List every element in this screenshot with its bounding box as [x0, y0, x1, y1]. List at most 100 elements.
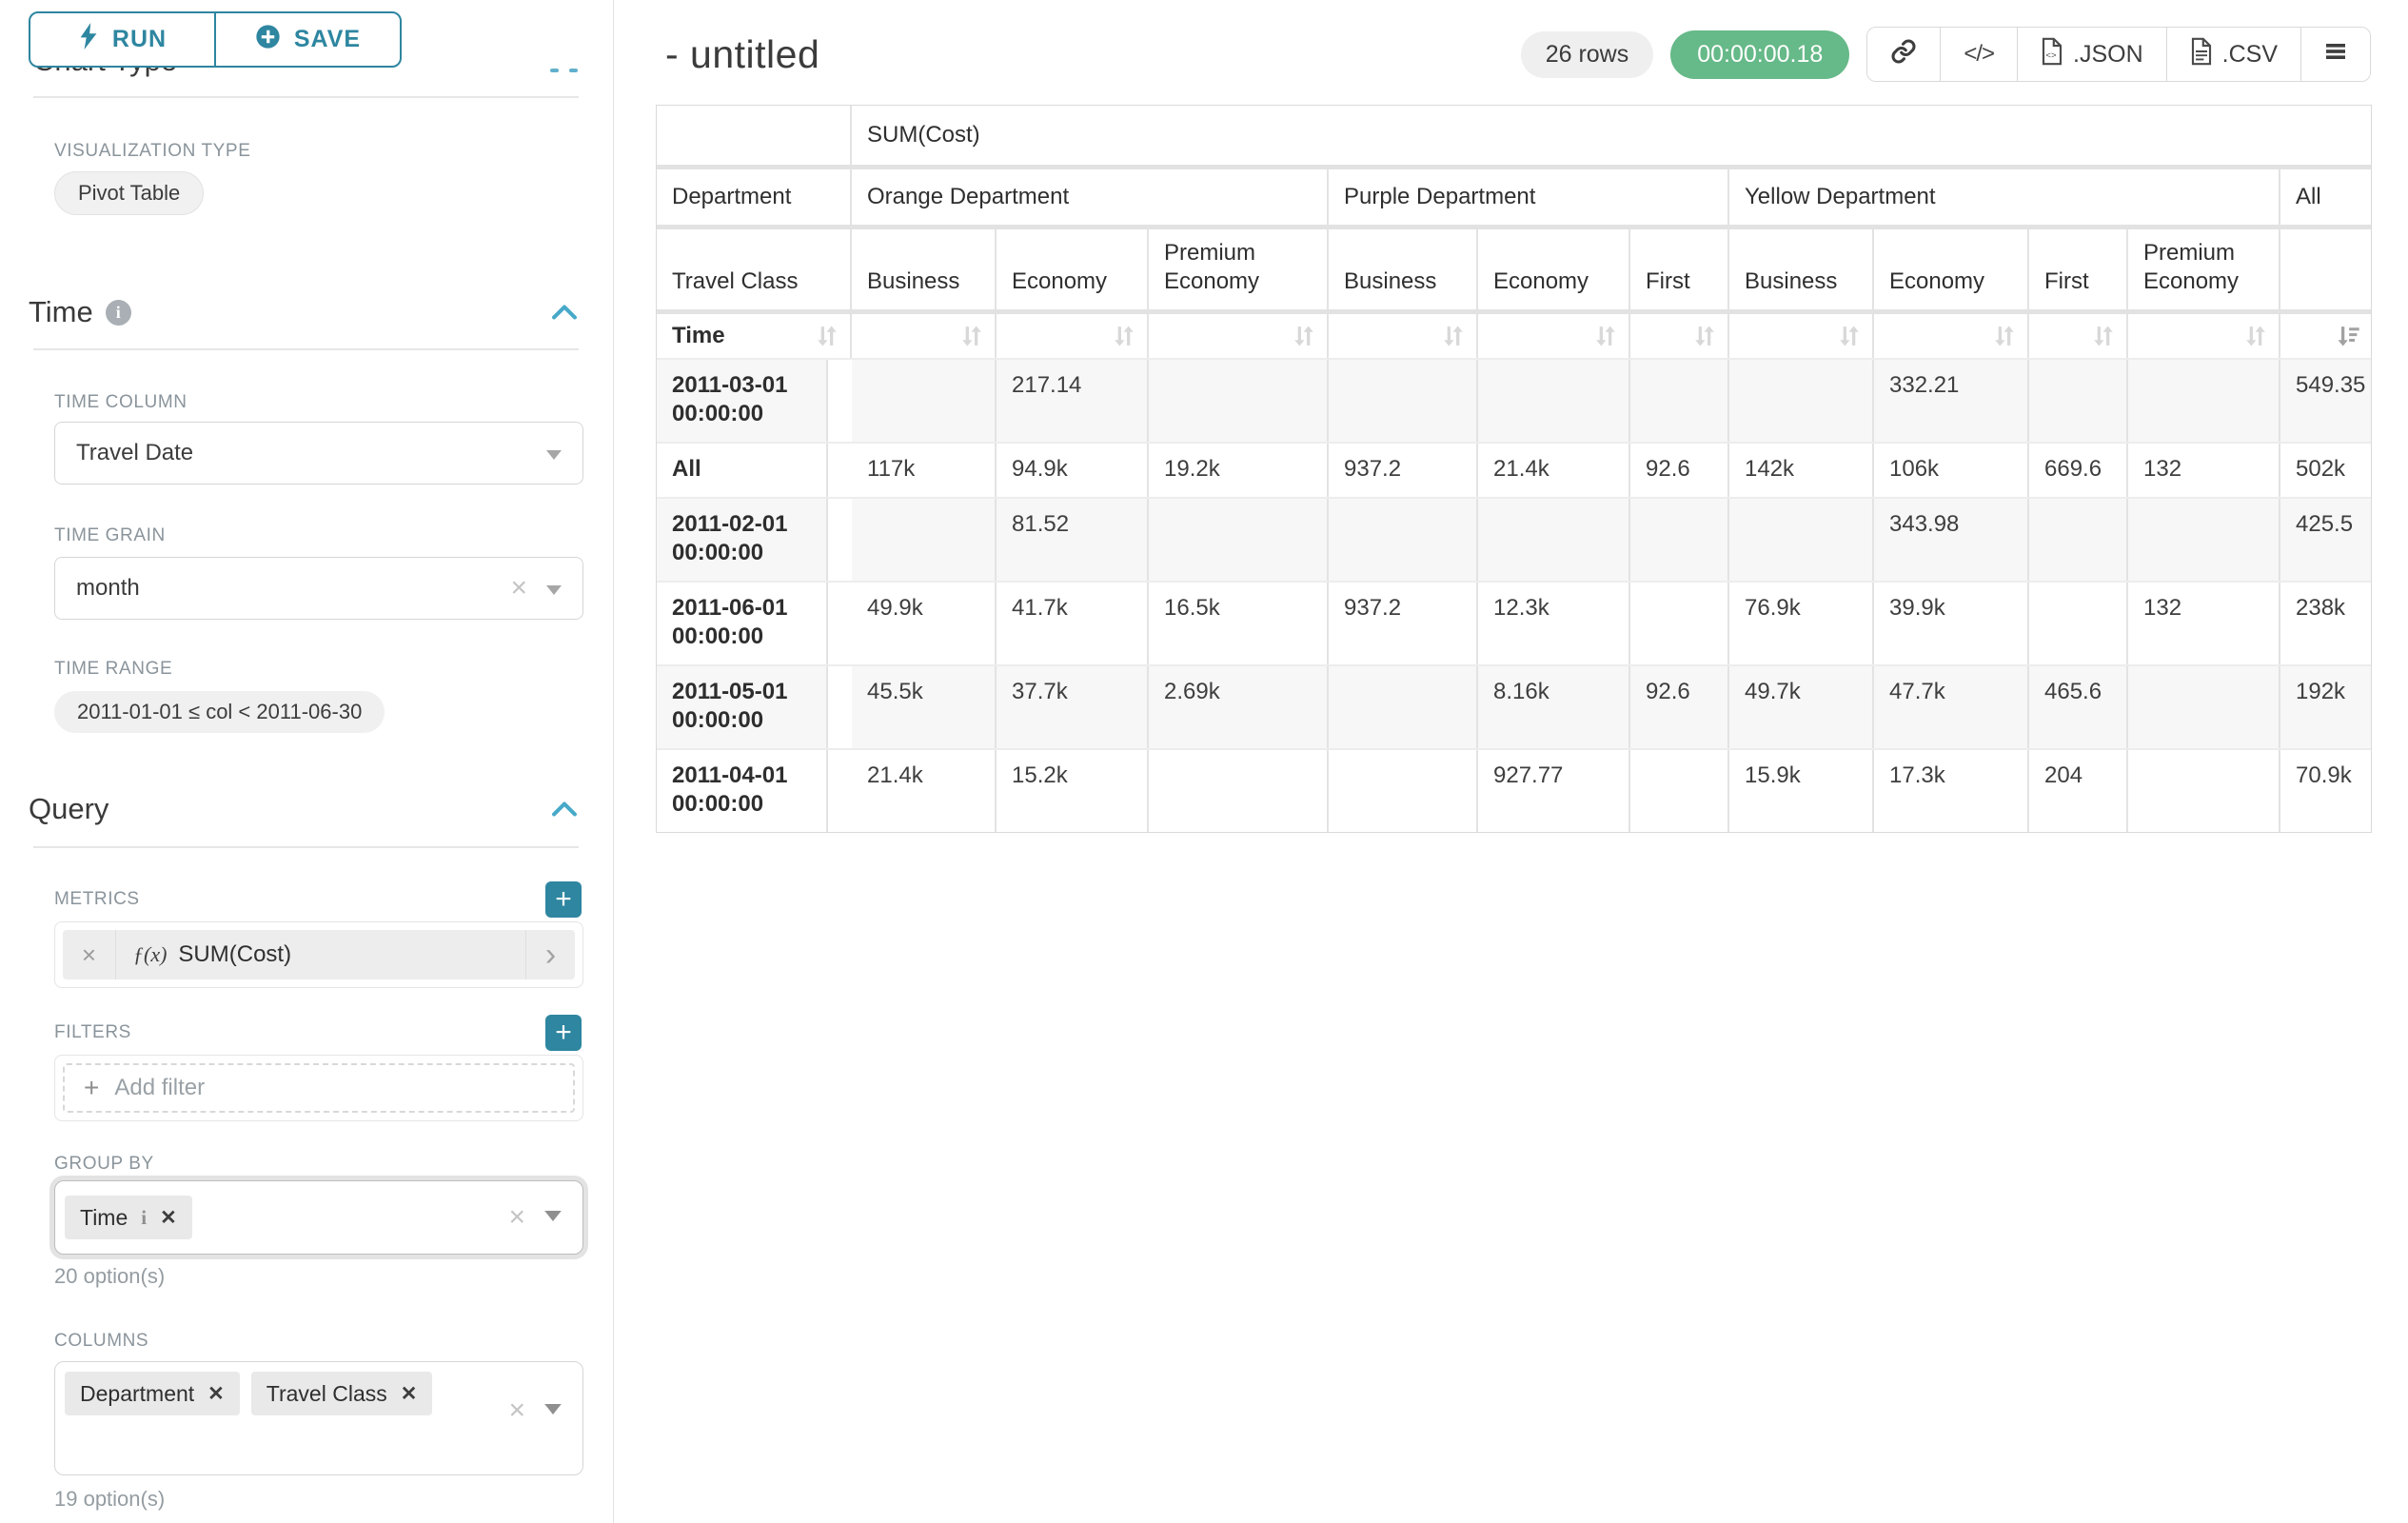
metrics-label: METRICS — [54, 889, 140, 909]
chart-title[interactable]: - untitled — [665, 31, 820, 76]
travel-class-header[interactable]: Premium Economy — [2128, 229, 2280, 309]
value-cell: 204 — [2029, 750, 2128, 832]
caret-down-icon[interactable] — [544, 1209, 562, 1226]
add-filter-button[interactable]: + Add filter — [63, 1063, 575, 1113]
column-sort-header[interactable] — [1478, 314, 1630, 358]
metric-header-cell: SUM(Cost) — [852, 106, 2371, 165]
clear-icon[interactable]: × — [510, 572, 527, 603]
all-column-sort-header[interactable] — [2280, 314, 2371, 358]
travel-class-header[interactable]: Premium Economy — [1149, 229, 1329, 309]
export-json-button[interactable]: <> .JSON — [2017, 28, 2166, 81]
row-label-cell: 2011-04-01 00:00:00 — [657, 750, 828, 832]
value-cell: 17.3k — [1874, 750, 2029, 832]
group-by-option-count: 20 option(s) — [54, 1264, 166, 1288]
info-icon: i — [141, 1205, 148, 1229]
time-grain-value: month — [76, 575, 140, 601]
remove-chip-icon[interactable]: ✕ — [400, 1382, 418, 1405]
sort-icon — [1995, 326, 2014, 346]
value-cell: 45.5k — [852, 666, 997, 748]
column-sort-header[interactable] — [2029, 314, 2128, 358]
value-cell: 927.77 — [1478, 750, 1630, 832]
travel-class-header[interactable] — [2280, 229, 2371, 309]
department-group-header[interactable]: Orange Department — [852, 169, 1329, 225]
travel-class-header[interactable]: Economy — [1874, 229, 2029, 309]
chip-label: Time — [80, 1204, 128, 1230]
sort-desc-icon — [2338, 326, 2359, 346]
remove-chip-icon[interactable]: ✕ — [207, 1382, 225, 1405]
value-cell: 465.6 — [2029, 666, 2128, 748]
column-sort-header[interactable] — [1729, 314, 1874, 358]
chevron-right-icon[interactable]: › — [525, 930, 575, 979]
clear-icon[interactable]: × — [508, 1394, 525, 1426]
export-csv-button[interactable]: .CSV — [2165, 28, 2300, 81]
columns-chip[interactable]: Department ✕ — [65, 1372, 240, 1415]
caret-down-icon[interactable] — [546, 440, 562, 466]
value-cell: 76.9k — [1729, 583, 1874, 664]
sort-icon — [1695, 326, 1714, 346]
menu-button[interactable] — [2300, 28, 2370, 81]
value-cell: 8.16k — [1478, 666, 1630, 748]
remove-metric-icon[interactable]: × — [63, 930, 116, 979]
sort-icon — [1294, 326, 1313, 346]
value-cell — [1149, 750, 1329, 832]
value-cell — [2029, 499, 2128, 581]
travel-class-header[interactable]: First — [1630, 229, 1729, 309]
value-cell: 106k — [1874, 444, 2029, 497]
group-by-select[interactable]: Time i ✕ × — [54, 1180, 583, 1255]
column-sort-header[interactable] — [997, 314, 1149, 358]
department-group-header[interactable]: All — [2280, 169, 2371, 225]
travel-class-header[interactable]: Business — [852, 229, 997, 309]
time-column-select[interactable]: Travel Date — [54, 422, 583, 485]
value-cell: 502k — [2280, 444, 2371, 497]
remove-chip-icon[interactable]: ✕ — [160, 1206, 177, 1229]
value-cell: 47.7k — [1874, 666, 2029, 748]
view-query-button[interactable]: </> — [1940, 28, 2018, 81]
visualization-type-pill[interactable]: Pivot Table — [54, 171, 205, 215]
value-cell: 132 — [2128, 583, 2280, 664]
clear-icon[interactable]: × — [508, 1201, 525, 1233]
chip-label: Travel Class — [266, 1380, 387, 1406]
value-cell — [1149, 499, 1329, 581]
department-group-header[interactable]: Yellow Department — [1729, 169, 2280, 225]
corner-cell — [657, 106, 852, 165]
query-timer-badge: 00:00:00.18 — [1670, 30, 1850, 79]
value-cell: 16.5k — [1149, 583, 1329, 664]
pivot-row: 2011-05-01 00:00:00 45.5k 37.7k 2.69k 8.16k 9… — [657, 664, 2371, 748]
column-sort-header[interactable] — [1329, 314, 1478, 358]
time-grain-select[interactable]: month × — [54, 557, 583, 620]
run-button[interactable]: RUN — [29, 11, 216, 68]
filters-label: FILTERS — [54, 1022, 131, 1042]
filters-header-row: FILTERS + — [54, 1015, 582, 1051]
travel-class-header[interactable]: First — [2029, 229, 2128, 309]
time-sort-header[interactable]: Time — [657, 314, 852, 358]
value-cell: 937.2 — [1329, 583, 1478, 664]
metric-chip[interactable]: × ƒ(x) SUM(Cost) › — [63, 930, 575, 979]
add-metric-button[interactable]: + — [545, 881, 582, 918]
column-sort-header[interactable] — [852, 314, 997, 358]
travel-class-header[interactable]: Economy — [1478, 229, 1630, 309]
caret-down-icon[interactable] — [544, 1402, 562, 1419]
columns-chip[interactable]: Travel Class ✕ — [250, 1372, 433, 1415]
column-sort-header[interactable] — [1874, 314, 2029, 358]
link-icon — [1890, 38, 1917, 71]
add-filter-plus-button[interactable]: + — [545, 1015, 582, 1051]
travel-class-header[interactable]: Business — [1729, 229, 1874, 309]
time-range-pill[interactable]: 2011-01-01 ≤ col < 2011-06-30 — [54, 691, 385, 733]
value-cell — [2128, 499, 2280, 581]
collapse-query-section[interactable] — [550, 799, 579, 820]
caret-down-icon[interactable] — [546, 575, 562, 602]
columns-select[interactable]: Department ✕ Travel Class ✕ × — [54, 1361, 583, 1475]
share-link-button[interactable] — [1867, 28, 1941, 81]
column-sort-header[interactable] — [2128, 314, 2280, 358]
group-by-chip[interactable]: Time i ✕ — [65, 1196, 192, 1239]
export-csv-label: .CSV — [2221, 40, 2278, 68]
travel-class-header[interactable]: Business — [1329, 229, 1478, 309]
save-button[interactable]: SAVE — [214, 11, 402, 68]
value-cell: 332.21 — [1874, 360, 2029, 442]
column-sort-header[interactable] — [1630, 314, 1729, 358]
travel-class-header[interactable]: Economy — [997, 229, 1149, 309]
collapse-time-section[interactable] — [550, 302, 579, 323]
column-sort-header[interactable] — [1149, 314, 1329, 358]
department-group-header[interactable]: Purple Department — [1329, 169, 1729, 225]
metric-name: SUM(Cost) — [178, 941, 292, 967]
